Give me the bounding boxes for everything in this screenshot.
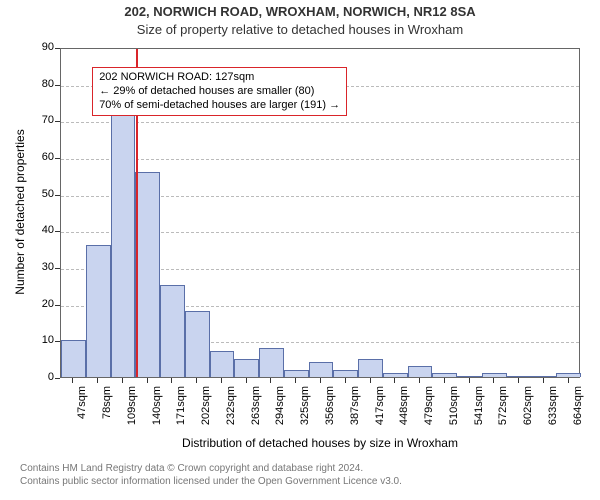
- x-tick: [295, 378, 296, 383]
- bar: [432, 373, 457, 377]
- annotation-box: 202 NORWICH ROAD: 127sqm← 29% of detache…: [92, 67, 347, 116]
- gridline: [61, 159, 579, 160]
- y-tick: [55, 305, 60, 306]
- bar: [160, 285, 185, 377]
- attribution-line: Contains public sector information licen…: [20, 475, 600, 488]
- bar: [309, 362, 334, 377]
- y-tick-label: 30: [26, 261, 54, 273]
- y-tick-label: 0: [26, 371, 54, 383]
- x-tick-label: 664sqm: [572, 386, 584, 436]
- x-tick-label: 541sqm: [473, 386, 485, 436]
- title-main: 202, NORWICH ROAD, WROXHAM, NORWICH, NR1…: [0, 4, 600, 19]
- plot-area: 202 NORWICH ROAD: 127sqm← 29% of detache…: [60, 48, 580, 378]
- bar: [210, 351, 235, 377]
- y-tick: [55, 158, 60, 159]
- bar: [259, 348, 284, 377]
- x-tick-label: 479sqm: [423, 386, 435, 436]
- title-sub: Size of property relative to detached ho…: [0, 22, 600, 37]
- x-tick: [320, 378, 321, 383]
- x-tick-label: 602sqm: [522, 386, 534, 436]
- bar: [135, 172, 160, 377]
- x-tick: [469, 378, 470, 383]
- x-tick: [543, 378, 544, 383]
- y-tick-label: 90: [26, 41, 54, 53]
- x-tick: [394, 378, 395, 383]
- x-tick: [345, 378, 346, 383]
- annotation-line: 202 NORWICH ROAD: 127sqm: [99, 71, 340, 85]
- annotation-line: 70% of semi-detached houses are larger (…: [99, 99, 340, 113]
- y-tick-label: 60: [26, 151, 54, 163]
- x-tick-label: 325sqm: [299, 386, 311, 436]
- bar: [457, 376, 482, 377]
- x-tick: [196, 378, 197, 383]
- bar: [86, 245, 111, 377]
- bar: [333, 370, 358, 377]
- bar: [556, 373, 581, 377]
- x-tick-label: 109sqm: [126, 386, 138, 436]
- bar: [408, 366, 433, 377]
- bar: [358, 359, 383, 377]
- y-tick-label: 50: [26, 188, 54, 200]
- x-tick-label: 387sqm: [349, 386, 361, 436]
- bar: [482, 373, 507, 377]
- x-tick-label: 294sqm: [274, 386, 286, 436]
- x-tick-label: 633sqm: [547, 386, 559, 436]
- x-tick-label: 171sqm: [175, 386, 187, 436]
- bar: [234, 359, 259, 377]
- x-tick-label: 263sqm: [250, 386, 262, 436]
- x-tick: [122, 378, 123, 383]
- y-tick: [55, 195, 60, 196]
- y-tick-label: 20: [26, 298, 54, 310]
- bar: [185, 311, 210, 377]
- x-tick-label: 572sqm: [497, 386, 509, 436]
- x-tick: [568, 378, 569, 383]
- y-tick-label: 80: [26, 78, 54, 90]
- x-tick: [518, 378, 519, 383]
- x-tick-label: 510sqm: [448, 386, 460, 436]
- y-tick: [55, 85, 60, 86]
- x-tick: [221, 378, 222, 383]
- x-tick: [72, 378, 73, 383]
- y-tick-label: 40: [26, 224, 54, 236]
- x-tick: [171, 378, 172, 383]
- x-tick: [370, 378, 371, 383]
- y-tick: [55, 231, 60, 232]
- y-tick: [55, 121, 60, 122]
- bar: [507, 376, 532, 377]
- x-tick-label: 417sqm: [374, 386, 386, 436]
- x-tick: [97, 378, 98, 383]
- bar: [383, 373, 408, 377]
- x-tick-label: 356sqm: [324, 386, 336, 436]
- x-tick-label: 232sqm: [225, 386, 237, 436]
- y-axis-label: Number of detached properties: [13, 47, 27, 377]
- bar: [61, 340, 86, 377]
- y-tick: [55, 268, 60, 269]
- x-tick-label: 78sqm: [101, 386, 113, 436]
- bar: [531, 376, 556, 377]
- y-tick: [55, 48, 60, 49]
- x-tick: [270, 378, 271, 383]
- y-tick-label: 10: [26, 334, 54, 346]
- bar: [284, 370, 309, 377]
- x-axis-label: Distribution of detached houses by size …: [60, 436, 580, 450]
- gridline: [61, 122, 579, 123]
- attribution: Contains HM Land Registry data © Crown c…: [0, 462, 600, 488]
- x-tick-label: 47sqm: [76, 386, 88, 436]
- chart-container: 202 NORWICH ROAD: 127sqm← 29% of detache…: [0, 42, 600, 460]
- x-tick-label: 202sqm: [200, 386, 212, 436]
- x-tick: [147, 378, 148, 383]
- y-tick: [55, 378, 60, 379]
- x-tick-label: 448sqm: [398, 386, 410, 436]
- y-tick: [55, 341, 60, 342]
- x-tick-label: 140sqm: [151, 386, 163, 436]
- x-tick: [493, 378, 494, 383]
- x-tick: [419, 378, 420, 383]
- x-tick: [444, 378, 445, 383]
- annotation-line: ← 29% of detached houses are smaller (80…: [99, 85, 340, 99]
- y-tick-label: 70: [26, 114, 54, 126]
- attribution-line: Contains HM Land Registry data © Crown c…: [20, 462, 600, 475]
- x-tick: [246, 378, 247, 383]
